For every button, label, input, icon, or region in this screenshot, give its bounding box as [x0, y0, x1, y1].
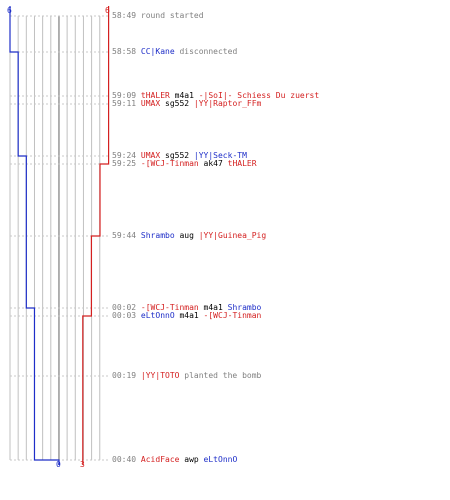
event-time: 59:25	[112, 159, 137, 168]
event-row: 59:09 tHALER m4a1 -|SoI|- Schiess Du zue…	[112, 91, 319, 100]
event-text-part: tHALER	[227, 159, 257, 168]
event-text-part: CC|Kane	[140, 47, 175, 56]
event-text-part: Shrambo	[227, 303, 262, 312]
ct-bottom-count: 0	[56, 460, 61, 469]
event-time: 00:19	[112, 371, 137, 380]
event-row: 58:58 CC|Kane disconnected	[112, 47, 237, 56]
event-text-part: |YY|Guinea_Pig	[198, 231, 267, 240]
event-text-part: eLtOnnO	[203, 455, 238, 464]
event-row: 59:44 Shrambo aug |YY|Guinea_Pig	[112, 231, 266, 240]
event-text-part: m4a1	[174, 311, 204, 320]
event-text-part: disconnected	[174, 47, 238, 56]
event-text-part: awp	[179, 455, 204, 464]
event-text-part: sg552	[160, 151, 194, 160]
event-row: 59:24 UMAX sg552 |YY|Seck-TM	[112, 151, 247, 160]
event-time: 00:03	[112, 311, 137, 320]
event-time: 58:58	[112, 47, 137, 56]
ct-count-series	[9, 6, 60, 465]
event-text-part: m4a1	[198, 303, 228, 312]
ct-top-count: 6	[7, 6, 12, 15]
event-row: 00:40 AcidFace awp eLtOnnO	[112, 455, 237, 464]
event-text-part: AcidFace	[140, 455, 180, 464]
event-text-part: -[WCJ-Tinman	[140, 303, 199, 312]
event-text-part: -|SoI|- Schiess Du zuerst	[198, 91, 320, 100]
event-text-part: ak47	[198, 159, 228, 168]
event-time: 59:09	[112, 91, 137, 100]
event-time: 00:02	[112, 303, 137, 312]
event-time: 59:11	[112, 99, 137, 108]
t-top-count: 6	[105, 6, 110, 15]
event-text-part: Shrambo	[140, 231, 175, 240]
event-text-part: planted the bomb	[179, 371, 262, 380]
event-row: 59:25 -[WCJ-Tinman ak47 tHALER	[112, 159, 257, 168]
event-row: 58:49 round started	[112, 11, 204, 20]
event-text-part: UMAX	[140, 99, 161, 108]
event-text-part: sg552	[160, 99, 194, 108]
event-time: 59:24	[112, 151, 137, 160]
event-text-part: |YY|Raptor_FFm	[193, 99, 262, 108]
event-time: 58:49	[112, 11, 137, 20]
event-row: 00:19 |YY|TOTO planted the bomb	[112, 371, 261, 380]
event-text-part: aug	[174, 231, 199, 240]
event-row: 00:03 eLtOnnO m4a1 -[WCJ-Tinman	[112, 311, 261, 320]
event-text-part: -[WCJ-Tinman	[203, 311, 262, 320]
event-time: 59:44	[112, 231, 137, 240]
t-count-series	[82, 6, 110, 465]
t-bottom-count: 3	[80, 460, 85, 469]
event-text-part: m4a1	[169, 91, 199, 100]
event-row: 59:11 UMAX sg552 |YY|Raptor_FFm	[112, 99, 261, 108]
event-text-part: UMAX	[140, 151, 161, 160]
event-time: 00:40	[112, 455, 137, 464]
event-text-part: |YY|TOTO	[140, 371, 180, 380]
event-text-part: tHALER	[140, 91, 170, 100]
event-text-part: round started	[140, 11, 204, 20]
event-text-part: |YY|Seck-TM	[193, 151, 247, 160]
event-text-part: eLtOnnO	[140, 311, 175, 320]
event-row: 00:02 -[WCJ-Tinman m4a1 Shrambo	[112, 303, 261, 312]
event-text-part: -[WCJ-Tinman	[140, 159, 199, 168]
